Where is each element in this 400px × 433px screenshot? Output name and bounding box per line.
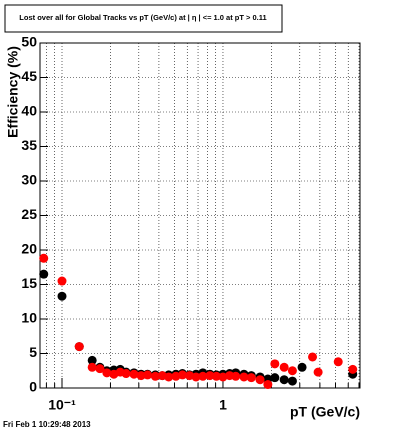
point [255,375,265,385]
point [270,359,280,369]
y-tick-label: 35 [21,137,37,153]
point [313,367,323,377]
y-tick-label: 10 [21,310,37,326]
plot-frame [39,42,361,389]
x-axis-label: pT (GeV/c) [290,404,360,420]
point [239,372,249,382]
point [87,355,97,365]
point [57,291,67,301]
point [287,376,297,386]
point [87,362,97,372]
point [333,357,343,367]
point [246,373,256,383]
chart-title: Lost over all for Global Tracks vs pT (G… [19,13,266,22]
point [57,276,67,286]
title-box [4,4,283,33]
y-tick-label: 25 [21,206,37,222]
point [39,269,49,279]
y-tick-label: 20 [21,241,37,257]
point [102,368,112,378]
point [287,366,297,376]
point [164,372,174,382]
point [74,342,84,352]
point [263,380,273,390]
y-tick-label: 15 [21,275,37,291]
point [297,362,307,372]
point [129,369,139,379]
point [211,371,221,381]
y-tick-label: 0 [29,379,37,395]
point [121,369,131,379]
point [279,362,289,372]
y-tick-label: 5 [29,344,37,360]
y-axis-label: Efficiency (%) [5,46,21,138]
point [39,253,49,263]
point [279,375,289,385]
point [95,364,105,374]
x-tick-label: 10⁻¹ [48,397,76,413]
point [231,371,241,381]
y-tick-label: 30 [21,172,37,188]
point [191,372,201,382]
point [143,370,153,380]
point [308,352,318,362]
y-tick-label: 45 [21,68,37,84]
x-tick-label: 1 [219,397,227,413]
footer: Fri Feb 1 10:29:48 2013 [3,420,91,429]
point [270,373,280,383]
point [198,371,208,381]
point [348,364,358,374]
point [150,371,160,381]
y-tick-label: 50 [21,34,37,50]
point [177,370,187,380]
y-tick-label: 40 [21,103,37,119]
